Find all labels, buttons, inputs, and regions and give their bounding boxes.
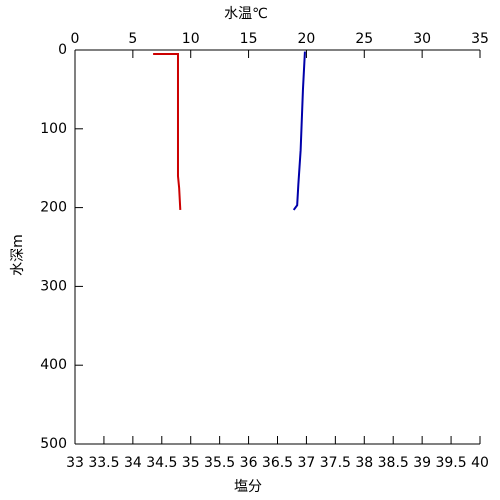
x2-tick-label: 35 <box>471 31 489 47</box>
x-tick-label: 39 <box>413 455 431 471</box>
x-tick-label: 35 <box>182 455 200 471</box>
x-tick-label: 33.5 <box>88 455 119 471</box>
y-tick-label: 0 <box>58 42 67 58</box>
y-axis-title: 水深m <box>10 234 26 276</box>
x2-tick-label: 25 <box>355 31 373 47</box>
x2-tick-label: 30 <box>413 31 431 47</box>
x-tick-label: 39.5 <box>435 455 466 471</box>
x2-tick-label: 20 <box>298 31 316 47</box>
profile-line <box>292 51 306 211</box>
x-tick-label: 36.5 <box>262 455 293 471</box>
x-tick-label: 35.5 <box>204 455 235 471</box>
y-tick-label: 100 <box>40 121 67 137</box>
x-tick-label: 37 <box>298 455 316 471</box>
x-tick-label: 36 <box>240 455 258 471</box>
x-tick-label: 38 <box>355 455 373 471</box>
profile-line <box>153 52 182 211</box>
x2-axis-title: 水温℃ <box>224 6 268 22</box>
y-tick-label: 200 <box>40 200 67 216</box>
y-tick-label: 300 <box>40 278 67 294</box>
x2-tick-label: 10 <box>182 31 200 47</box>
x2-tick-label: 15 <box>240 31 258 47</box>
y-tick-label: 500 <box>40 436 67 452</box>
y-tick-label: 400 <box>40 357 67 373</box>
x-tick-label: 38.5 <box>378 455 409 471</box>
x-tick-label: 33 <box>66 455 84 471</box>
x2-tick-label: 0 <box>71 31 80 47</box>
x2-tick-label: 5 <box>128 31 137 47</box>
x-tick-label: 34 <box>124 455 142 471</box>
x-tick-label: 37.5 <box>320 455 351 471</box>
x-tick-label: 40 <box>471 455 489 471</box>
x-axis-title: 塩分 <box>234 479 262 495</box>
x-tick-label: 34.5 <box>146 455 177 471</box>
